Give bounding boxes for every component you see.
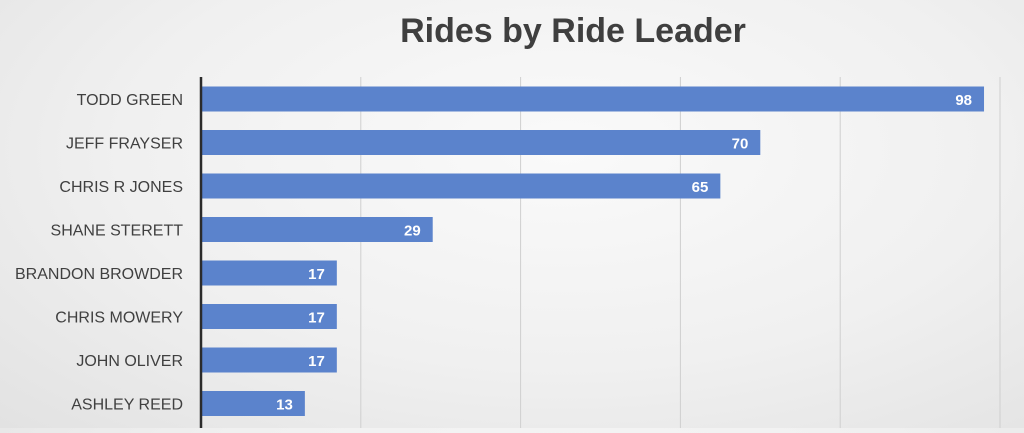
bar — [201, 304, 337, 329]
data-label: 13 — [276, 397, 293, 414]
data-label: 70 — [732, 136, 749, 153]
bar — [201, 260, 337, 286]
data-label: 17 — [308, 266, 325, 283]
category-label: JEFF FRAYSER — [66, 136, 183, 153]
data-label: 17 — [308, 353, 325, 370]
category-label: JOHN OLIVER — [76, 353, 183, 370]
bar — [201, 130, 761, 155]
bar — [201, 173, 721, 199]
category-label: CHRIS R JONES — [59, 179, 183, 196]
category-label: SHANE STERETT — [51, 223, 184, 240]
data-label: 29 — [404, 223, 421, 240]
category-label: BRANDON BROWDER — [15, 266, 183, 283]
data-labels: 98 70 65 29 17 17 17 13 — [276, 92, 972, 414]
data-label: 65 — [692, 179, 709, 196]
chart-title: Rides by Ride Leader — [400, 12, 746, 50]
bars — [201, 86, 985, 416]
data-label: 98 — [955, 92, 972, 109]
bar — [201, 217, 433, 242]
category-labels: TODD GREEN JEFF FRAYSER CHRIS R JONES SHANE… — [15, 92, 183, 414]
bar — [201, 86, 985, 112]
category-label: TODD GREEN — [77, 92, 183, 109]
category-label: CHRIS MOWERY — [55, 310, 183, 327]
bar — [201, 391, 305, 416]
data-label: 17 — [308, 310, 325, 327]
gridlines — [360, 77, 1001, 428]
category-label: ASHLEY REED — [71, 397, 183, 414]
bar — [201, 347, 337, 373]
